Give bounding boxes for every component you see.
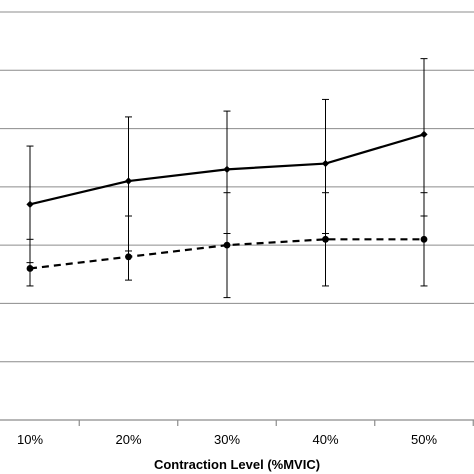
x-tick-label-2: 20% <box>115 432 141 447</box>
x-tick-label-4: 40% <box>312 432 338 447</box>
marker-s1-p2 <box>124 177 133 185</box>
x-axis-title: Contraction Level (%MVIC) <box>154 457 320 472</box>
marker-s2-p4 <box>322 235 329 243</box>
series-markers <box>26 130 428 272</box>
marker-s1-p3 <box>223 165 231 173</box>
x-tick-label-5: 50% <box>411 432 437 447</box>
x-tick-label-3: 30% <box>214 432 240 447</box>
marker-s2-p2 <box>125 253 132 261</box>
marker-s1-p4 <box>321 159 330 168</box>
marker-s2-p1 <box>26 265 34 272</box>
x-tick-labels: 10% 20% 30% 40% 50% <box>17 432 437 447</box>
error-bar-s2-p1 <box>26 238 34 287</box>
marker-s2-p5 <box>420 235 428 243</box>
marker-s1-p1 <box>26 200 34 208</box>
gridlines <box>0 11 474 363</box>
error-bars <box>26 58 428 299</box>
error-bar-s2-p2 <box>125 215 132 281</box>
marker-s1-p5 <box>420 130 428 138</box>
x-axis <box>0 419 474 426</box>
marker-s2-p3 <box>223 241 231 249</box>
x-tick-label-1: 10% <box>17 432 43 447</box>
